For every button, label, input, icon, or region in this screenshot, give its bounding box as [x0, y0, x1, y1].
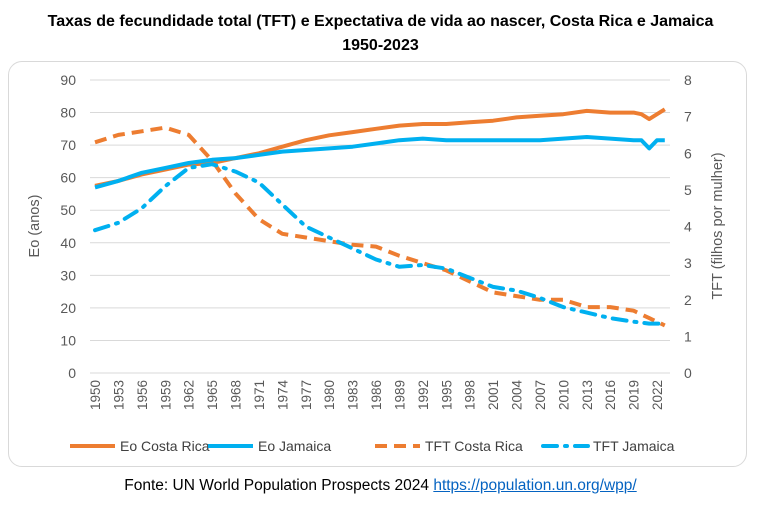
x-tick-label: 1998	[463, 380, 478, 410]
y2-tick-label: 5	[684, 182, 692, 198]
source-footer: Fonte: UN World Population Prospects 202…	[0, 477, 761, 495]
title-years: 1950-2023	[342, 37, 419, 54]
x-tick-label: 1977	[299, 380, 314, 410]
y-tick-label: 0	[68, 365, 76, 381]
y-tick-label: 60	[60, 170, 76, 186]
legend-label: Eo Costa Rica	[120, 438, 210, 454]
x-tick-label: 1956	[135, 380, 150, 410]
y2-tick-label: 4	[684, 219, 692, 235]
title-main: Taxas de fecundidade total (TFT) e Expec…	[47, 13, 714, 30]
y2-axis-title: TFT (filhos por mulher)	[710, 152, 726, 299]
x-tick-label: 2004	[510, 380, 525, 411]
legend-label: TFT Jamaica	[593, 438, 675, 454]
x-tick-label: 1959	[158, 380, 173, 410]
x-tick-label: 1983	[346, 380, 361, 410]
x-tick-label: 1986	[369, 380, 384, 410]
series-line-tft-jamaica	[93, 162, 667, 326]
y2-tick-label: 1	[684, 328, 692, 344]
source-text: Fonte: UN World Population Prospects 202…	[124, 477, 434, 494]
series-line-eo-jamaica	[94, 135, 665, 190]
y2-tick-label: 7	[684, 109, 692, 125]
y-tick-label: 90	[60, 72, 76, 88]
y2-tick-label: 6	[684, 145, 692, 161]
y-tick-label: 10	[60, 332, 76, 348]
x-tick-label: 1965	[205, 380, 220, 410]
x-tick-label: 2022	[650, 380, 665, 410]
y-axis-title: Eo (anos)	[27, 195, 43, 258]
chart-area	[8, 61, 747, 467]
chart-title: Taxas de fecundidade total (TFT) e Expec…	[0, 10, 761, 58]
y-tick-label: 80	[60, 105, 76, 121]
y2-tick-label: 3	[684, 255, 692, 271]
x-tick-label: 2007	[533, 380, 548, 410]
x-tick-label: 1971	[252, 380, 267, 410]
x-tick-label: 1974	[275, 380, 290, 411]
legend-label: TFT Costa Rica	[425, 438, 523, 454]
x-tick-label: 2019	[627, 380, 642, 410]
x-tick-label: 2010	[556, 380, 571, 410]
x-tick-label: 2013	[580, 380, 595, 410]
x-tick-label: 1962	[182, 380, 197, 410]
y-tick-label: 20	[60, 300, 76, 316]
y-tick-label: 50	[60, 202, 76, 218]
x-tick-label: 1995	[439, 380, 454, 410]
y-tick-label: 30	[60, 267, 76, 283]
x-tick-label: 2001	[486, 380, 501, 410]
source-link[interactable]: https://population.un.org/wpp/	[433, 477, 637, 494]
x-tick-label: 1968	[229, 380, 244, 410]
x-tick-label: 1953	[111, 380, 126, 410]
x-tick-label: 2016	[603, 380, 618, 410]
y-tick-label: 70	[60, 137, 76, 153]
x-tick-label: 1989	[392, 380, 407, 410]
series-line-eo-costa-rica	[94, 107, 666, 188]
y-tick-label: 40	[60, 235, 76, 251]
x-tick-label: 1950	[88, 380, 103, 410]
legend-label: Eo Jamaica	[258, 438, 331, 454]
y2-tick-label: 0	[684, 365, 692, 381]
x-tick-label: 1992	[416, 380, 431, 410]
series-line-tft-costa-rica	[94, 125, 666, 328]
x-tick-label: 1980	[322, 380, 337, 410]
y2-tick-label: 2	[684, 292, 692, 308]
y2-tick-label: 8	[684, 72, 692, 88]
